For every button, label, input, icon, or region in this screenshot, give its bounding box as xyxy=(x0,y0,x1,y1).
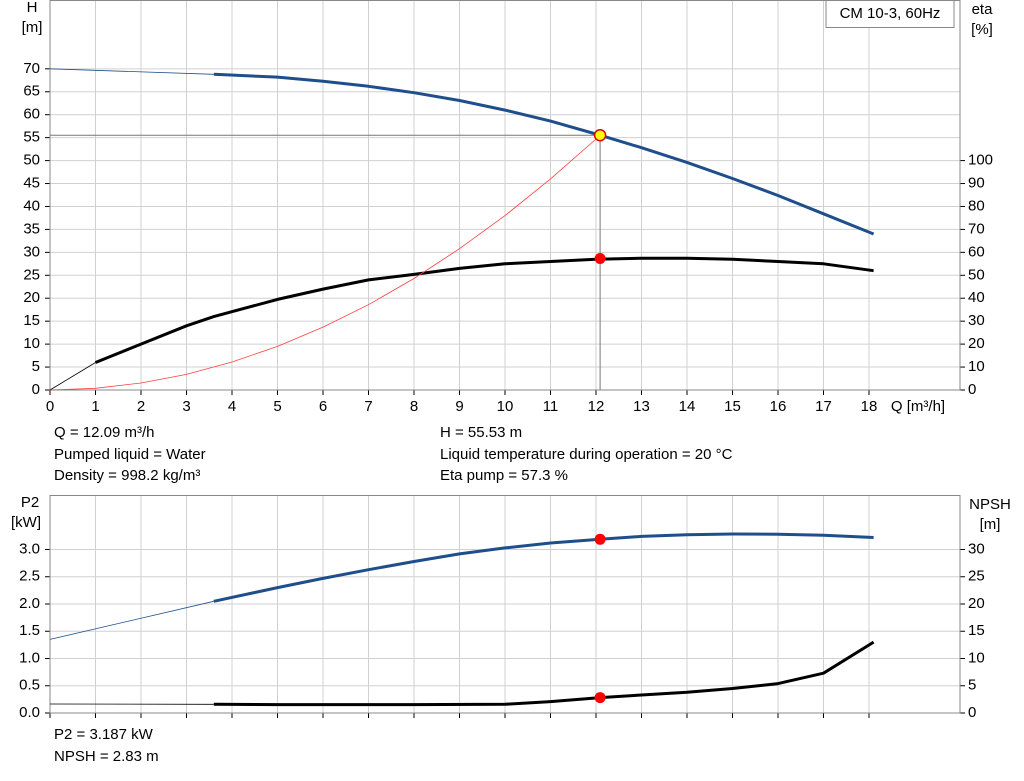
x-tick-label: 16 xyxy=(770,398,787,415)
y-tick-label: 10 xyxy=(23,335,40,352)
y2-tick-label: 80 xyxy=(968,197,985,214)
x-tick-label: 8 xyxy=(410,398,418,415)
curve xyxy=(213,532,874,603)
y-axis-title: [m] xyxy=(22,19,43,36)
info-text: P2 = 3.187 kW xyxy=(54,726,154,743)
curve xyxy=(49,362,96,391)
curve xyxy=(49,600,214,640)
info-text: H = 55.53 m xyxy=(440,424,522,441)
y-tick-label: 0.0 xyxy=(19,704,40,721)
y-axis-title: [kW] xyxy=(11,514,41,531)
x-tick-label: 0 xyxy=(46,398,54,415)
y-axis-title: H xyxy=(27,0,38,16)
y2-tick-label: 0 xyxy=(968,381,976,398)
info-text: Density = 998.2 kg/m³ xyxy=(54,467,200,484)
y2-tick-label: 25 xyxy=(968,568,985,585)
y2-axis-title: eta xyxy=(972,1,994,18)
y-tick-label: 5 xyxy=(32,358,40,375)
x-tick-label: 2 xyxy=(137,398,145,415)
legend-box xyxy=(825,0,955,28)
y-tick-label: 45 xyxy=(23,174,40,191)
y2-axis-title: [%] xyxy=(971,21,993,38)
y-tick-label: 35 xyxy=(23,220,40,237)
curve xyxy=(213,72,875,236)
x-tick-label: 4 xyxy=(228,398,236,415)
y-tick-label: 55 xyxy=(23,129,40,146)
info-text: NPSH = 2.83 m xyxy=(54,748,159,765)
plot-frame xyxy=(49,0,961,391)
info-text: Eta pump = 57.3 % xyxy=(440,467,568,484)
y-tick-label: 2.5 xyxy=(19,568,40,585)
x-tick-label: 13 xyxy=(633,398,650,415)
y-tick-label: 1.0 xyxy=(19,649,40,666)
y2-tick-label: 70 xyxy=(968,220,985,237)
x-tick-label: 18 xyxy=(861,398,878,415)
x-tick-label: 5 xyxy=(273,398,281,415)
y2-tick-label: 5 xyxy=(968,677,976,694)
duty-marker xyxy=(594,692,606,704)
y2-tick-label: 20 xyxy=(968,595,985,612)
y-tick-label: 50 xyxy=(23,152,40,169)
x-tick-label: 9 xyxy=(455,398,463,415)
y-tick-label: 20 xyxy=(23,289,40,306)
y2-tick-label: 10 xyxy=(968,649,985,666)
info-text: Q = 12.09 m³/h xyxy=(54,424,154,441)
info-text: Liquid temperature during operation = 20… xyxy=(440,446,733,463)
x-tick-label: 14 xyxy=(679,398,696,415)
y2-tick-label: 0 xyxy=(968,704,976,721)
curve xyxy=(213,640,875,707)
x-tick-label: 11 xyxy=(543,398,559,415)
x-tick-label: 12 xyxy=(588,398,605,415)
x-tick-label: 6 xyxy=(319,398,327,415)
x-tick-label: 10 xyxy=(497,398,514,415)
y2-tick-label: 15 xyxy=(968,622,985,639)
y-tick-label: 3.0 xyxy=(19,540,40,557)
y-axis-title: P2 xyxy=(21,494,39,511)
y2-tick-label: 40 xyxy=(968,289,985,306)
x-tick-label: 15 xyxy=(724,398,741,415)
y-tick-label: 65 xyxy=(23,83,40,100)
y-tick-label: 40 xyxy=(23,197,40,214)
y2-tick-label: 50 xyxy=(968,266,985,283)
y-tick-label: 0 xyxy=(32,381,40,398)
plot-frame xyxy=(49,495,961,714)
y2-tick-label: 30 xyxy=(968,312,985,329)
y-tick-label: 0.5 xyxy=(19,677,40,694)
info-text: Pumped liquid = Water xyxy=(54,446,206,463)
y-tick-label: 15 xyxy=(23,312,40,329)
x-axis-title: Q [m³/h] xyxy=(891,398,945,415)
x-tick-label: 7 xyxy=(364,398,372,415)
curve xyxy=(49,68,214,75)
duty-marker xyxy=(594,253,606,265)
y-tick-label: 30 xyxy=(23,243,40,260)
y2-tick-label: 60 xyxy=(968,243,985,260)
y2-tick-label: 90 xyxy=(968,174,985,191)
y2-tick-label: 20 xyxy=(968,335,985,352)
x-tick-label: 17 xyxy=(815,398,832,415)
y2-axis-title: [m] xyxy=(980,516,1001,533)
curve xyxy=(94,256,874,364)
y-tick-label: 1.5 xyxy=(19,622,40,639)
y-tick-label: 25 xyxy=(23,266,40,283)
x-tick-label: 1 xyxy=(91,398,99,415)
y-tick-label: 2.0 xyxy=(19,595,40,612)
y2-tick-label: 100 xyxy=(968,152,993,169)
y2-tick-label: 10 xyxy=(968,358,985,375)
x-tick-label: 3 xyxy=(182,398,190,415)
y-tick-label: 60 xyxy=(23,106,40,123)
duty-marker xyxy=(593,128,607,142)
duty-marker xyxy=(594,533,606,545)
y-tick-label: 70 xyxy=(23,60,40,77)
y2-tick-label: 30 xyxy=(968,540,985,557)
y2-axis-title: NPSH xyxy=(969,496,1011,513)
curve xyxy=(49,134,601,391)
legend-text: CM 10-3, 60Hz xyxy=(840,5,941,22)
